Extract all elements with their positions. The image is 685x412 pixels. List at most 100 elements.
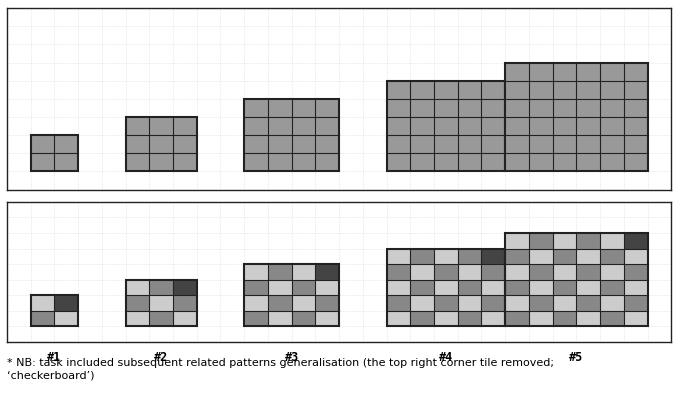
Bar xyxy=(624,264,647,280)
Text: #1: #1 xyxy=(47,351,62,364)
Bar xyxy=(505,295,529,311)
Bar xyxy=(529,311,553,326)
Bar xyxy=(600,264,624,280)
Bar xyxy=(315,264,339,280)
Bar xyxy=(268,280,292,295)
Text: #5: #5 xyxy=(569,351,584,364)
Bar xyxy=(434,295,458,311)
Bar xyxy=(482,295,505,311)
Bar xyxy=(553,233,576,248)
Bar xyxy=(600,311,624,326)
Bar xyxy=(529,248,553,264)
Bar xyxy=(386,81,505,171)
Bar xyxy=(125,311,149,326)
Bar xyxy=(505,264,529,280)
Bar xyxy=(268,264,292,280)
Bar xyxy=(482,280,505,295)
Bar xyxy=(434,248,458,264)
Bar xyxy=(268,311,292,326)
Bar xyxy=(458,311,482,326)
Bar xyxy=(386,311,410,326)
Bar xyxy=(292,311,315,326)
Bar xyxy=(505,233,647,326)
Bar xyxy=(31,295,78,326)
Bar xyxy=(149,311,173,326)
Bar xyxy=(505,280,529,295)
Bar xyxy=(505,248,529,264)
Bar xyxy=(244,264,339,326)
Bar xyxy=(576,295,600,311)
Bar xyxy=(553,280,576,295)
Bar xyxy=(529,233,553,248)
Bar xyxy=(149,280,173,295)
Bar xyxy=(386,248,505,326)
Bar xyxy=(624,311,647,326)
Bar xyxy=(386,280,410,295)
Bar xyxy=(173,280,197,295)
Bar xyxy=(505,233,529,248)
Bar xyxy=(529,280,553,295)
Bar xyxy=(482,264,505,280)
Bar xyxy=(410,280,434,295)
Bar xyxy=(410,248,434,264)
Text: #2: #2 xyxy=(154,351,169,364)
Bar xyxy=(410,295,434,311)
Bar xyxy=(458,280,482,295)
Bar xyxy=(624,295,647,311)
Bar xyxy=(292,280,315,295)
Bar xyxy=(410,264,434,280)
Bar xyxy=(125,117,197,171)
Bar xyxy=(386,295,410,311)
Bar xyxy=(292,264,315,280)
Text: #3: #3 xyxy=(284,351,299,364)
Text: #5: #5 xyxy=(569,204,584,217)
Bar xyxy=(173,295,197,311)
Bar xyxy=(458,295,482,311)
Bar xyxy=(244,280,268,295)
Bar xyxy=(624,248,647,264)
Bar xyxy=(31,311,54,326)
Text: * NB: task included subsequent related patterns generalisation (the top right co: * NB: task included subsequent related p… xyxy=(7,358,554,380)
Bar xyxy=(244,264,268,280)
Bar xyxy=(553,295,576,311)
Text: #3: #3 xyxy=(284,204,299,217)
Bar xyxy=(125,280,149,295)
Bar xyxy=(505,63,647,171)
Bar xyxy=(315,295,339,311)
Bar xyxy=(576,280,600,295)
Bar xyxy=(434,264,458,280)
Bar xyxy=(505,311,529,326)
Bar xyxy=(529,295,553,311)
Bar xyxy=(386,248,410,264)
Bar xyxy=(576,248,600,264)
Bar xyxy=(54,311,78,326)
Bar xyxy=(576,233,600,248)
Bar xyxy=(600,248,624,264)
Bar xyxy=(458,264,482,280)
Bar xyxy=(482,311,505,326)
Bar xyxy=(458,248,482,264)
Bar xyxy=(482,248,505,264)
Bar xyxy=(54,295,78,311)
Text: #2: #2 xyxy=(154,204,169,217)
Bar xyxy=(553,311,576,326)
Bar xyxy=(553,264,576,280)
Bar xyxy=(292,295,315,311)
Bar xyxy=(434,280,458,295)
Bar xyxy=(576,264,600,280)
Bar xyxy=(315,280,339,295)
Bar xyxy=(600,280,624,295)
Bar xyxy=(529,264,553,280)
Bar xyxy=(315,311,339,326)
Bar xyxy=(600,233,624,248)
Bar xyxy=(173,311,197,326)
Bar xyxy=(244,295,268,311)
Bar xyxy=(125,280,197,326)
Bar xyxy=(410,311,434,326)
Bar xyxy=(624,280,647,295)
Bar xyxy=(624,233,647,248)
Bar xyxy=(268,295,292,311)
Bar xyxy=(149,295,173,311)
Text: #4: #4 xyxy=(438,351,453,364)
Bar xyxy=(386,264,410,280)
